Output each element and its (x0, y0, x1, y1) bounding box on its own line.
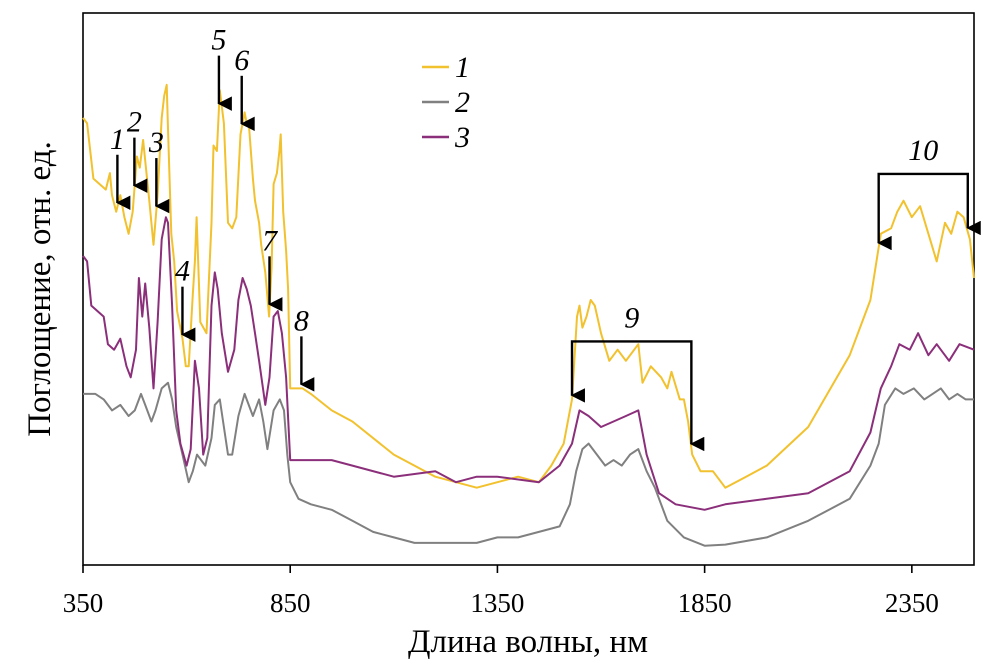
peak-label: 7 (262, 224, 279, 257)
peak-label: 4 (175, 255, 190, 288)
x-tick-label: 350 (63, 588, 104, 618)
x-axis-title: Длина волны, нм (408, 624, 648, 660)
x-tick-label: 1350 (470, 588, 524, 618)
peak-label: 1 (110, 123, 125, 156)
legend-label-3: 3 (454, 121, 470, 154)
peak-label: 2 (127, 106, 142, 139)
y-axis-title: Поглощение, отн. ед. (22, 141, 58, 437)
series-lines (82, 83, 975, 547)
range-bracket (877, 172, 981, 251)
series-line-1 (82, 83, 975, 489)
plot-frame (82, 12, 975, 566)
x-axis: 350 850 1350 1850 2350 (63, 565, 939, 618)
range-label: 9 (624, 301, 639, 334)
legend-label-2: 2 (455, 86, 470, 119)
x-tick-label: 850 (270, 588, 311, 618)
x-tick-label: 2350 (885, 588, 939, 618)
peak-label: 5 (211, 24, 226, 57)
x-tick-label: 1850 (678, 588, 732, 618)
legend: 123 (422, 51, 470, 154)
peak-label: 8 (294, 304, 309, 337)
peak-label: 3 (148, 126, 164, 159)
range-label: 10 (908, 134, 938, 167)
range-bracket (570, 340, 705, 452)
series-line-3 (82, 216, 975, 511)
peak-label: 6 (234, 44, 249, 77)
legend-label-1: 1 (455, 51, 470, 84)
series-line-2 (83, 381, 974, 547)
